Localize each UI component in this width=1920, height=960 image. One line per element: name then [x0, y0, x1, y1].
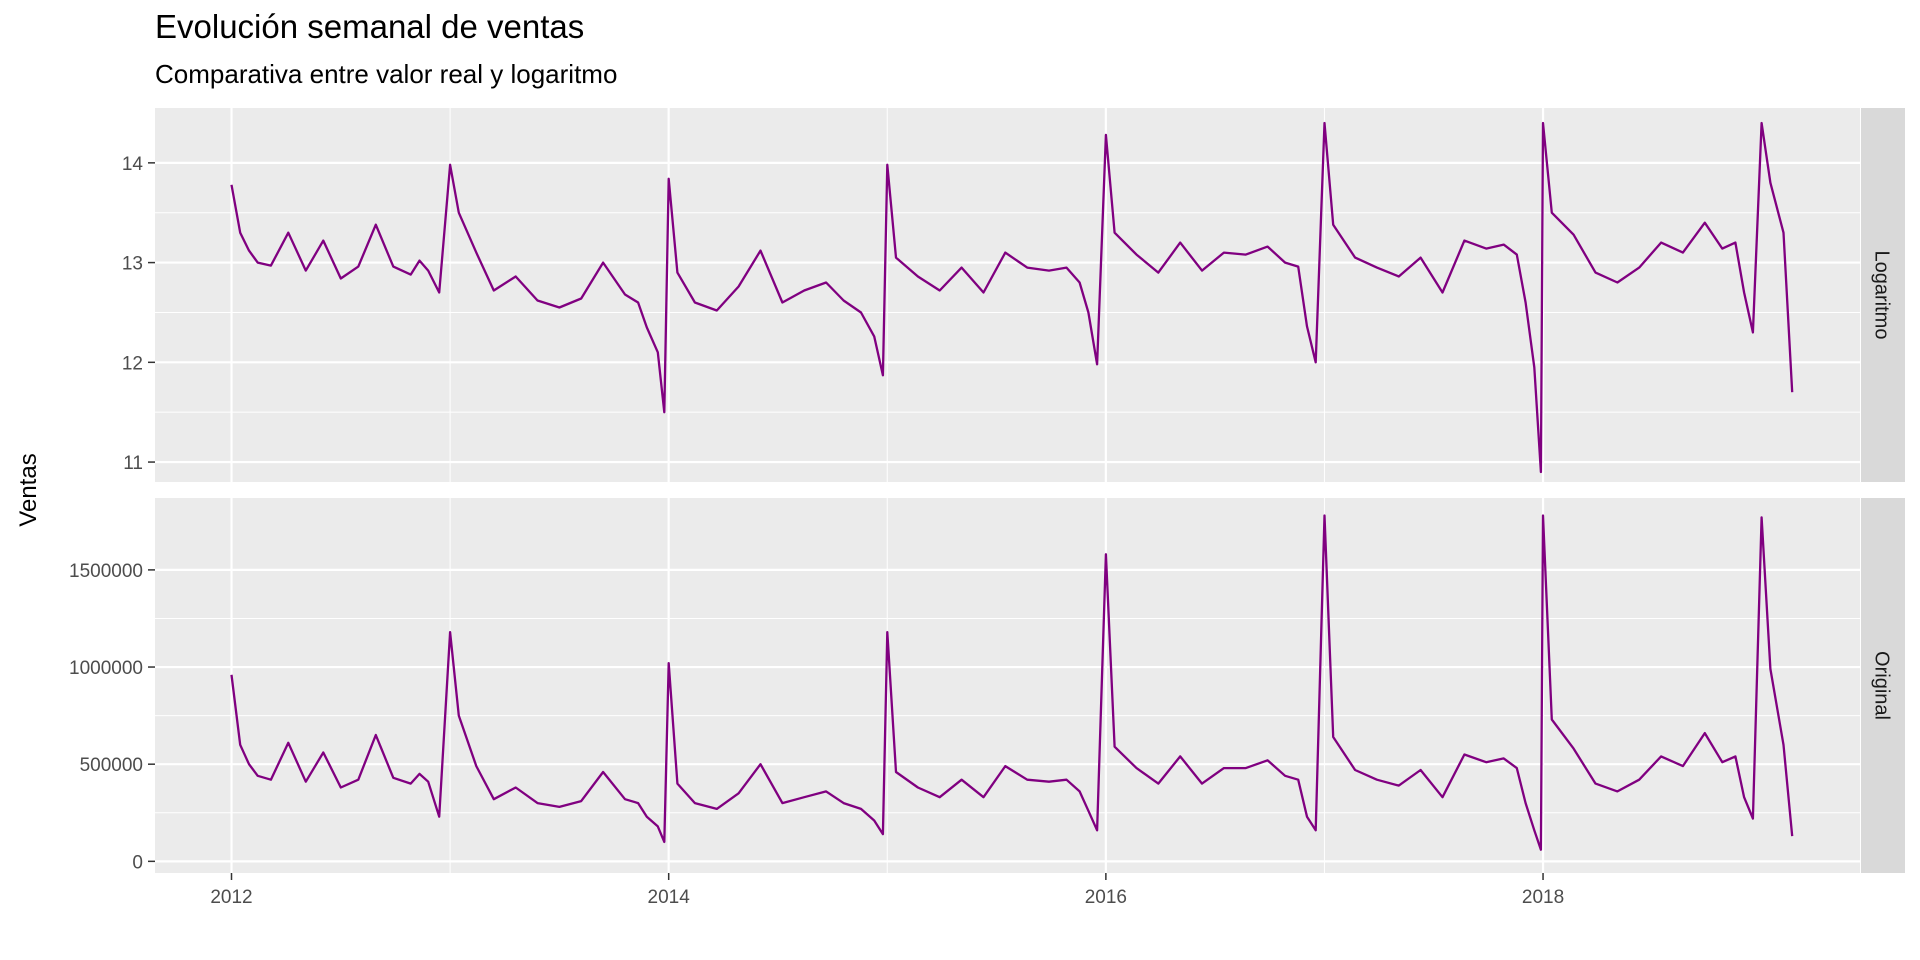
- chart-title: Evolución semanal de ventas: [155, 8, 585, 45]
- series-line-original: [230, 514, 1794, 851]
- y-tick-label: 13: [122, 254, 143, 275]
- y-tick-label: 1000000: [69, 658, 143, 679]
- y-tick-label: 12: [122, 353, 143, 374]
- y-tick-label: 0: [132, 852, 143, 873]
- panel-background-logaritmo: [155, 108, 1860, 482]
- strip-label-logaritmo: Logaritmo: [1871, 251, 1893, 340]
- y-tick-label: 11: [123, 453, 143, 474]
- y-tick-label: 14: [122, 154, 144, 175]
- y-tick-label: 1500000: [69, 561, 143, 582]
- chart-subtitle: Comparativa entre valor real y logaritmo: [155, 59, 618, 89]
- series-line-logaritmo: [230, 121, 1794, 474]
- y-tick-label: 500000: [80, 755, 143, 776]
- x-tick-label: 2014: [648, 887, 691, 908]
- x-tick-label: 2012: [210, 887, 252, 908]
- panel-background-original: [155, 498, 1860, 873]
- strip-background-original: [1861, 498, 1905, 873]
- y-axis-title: Ventas: [15, 453, 42, 526]
- x-tick-label: 2018: [1522, 887, 1564, 908]
- strip-background-logaritmo: [1861, 108, 1905, 482]
- x-tick-label: 2016: [1085, 887, 1127, 908]
- strip-label-original: Original: [1871, 651, 1893, 720]
